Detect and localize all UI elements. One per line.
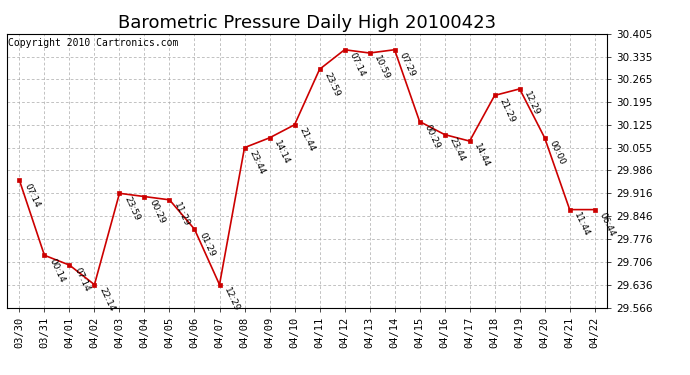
- Text: 21:29: 21:29: [497, 97, 516, 124]
- Text: Copyright 2010 Cartronics.com: Copyright 2010 Cartronics.com: [8, 38, 179, 48]
- Text: 07:14: 07:14: [22, 182, 41, 209]
- Text: 12:29: 12:29: [522, 90, 542, 117]
- Text: 06:44: 06:44: [598, 211, 616, 238]
- Text: 00:29: 00:29: [422, 123, 442, 150]
- Text: 07:14: 07:14: [72, 267, 91, 294]
- Text: 21:44: 21:44: [297, 126, 316, 153]
- Text: 14:44: 14:44: [473, 142, 491, 170]
- Text: 11:29: 11:29: [172, 201, 191, 228]
- Text: 23:59: 23:59: [322, 71, 342, 98]
- Text: 07:14: 07:14: [347, 51, 366, 78]
- Text: 11:44: 11:44: [573, 211, 591, 238]
- Title: Barometric Pressure Daily High 20100423: Barometric Pressure Daily High 20100423: [118, 14, 496, 32]
- Text: 00:29: 00:29: [147, 198, 166, 225]
- Text: 00:00: 00:00: [547, 139, 566, 166]
- Text: 23:44: 23:44: [247, 149, 266, 176]
- Text: 14:14: 14:14: [273, 139, 291, 166]
- Text: 23:44: 23:44: [447, 136, 466, 163]
- Text: 23:59: 23:59: [122, 195, 141, 222]
- Text: 01:29: 01:29: [197, 231, 216, 258]
- Text: 00:14: 00:14: [47, 256, 66, 284]
- Text: 07:29: 07:29: [397, 51, 416, 78]
- Text: 12:29: 12:29: [222, 286, 242, 313]
- Text: 22:14: 22:14: [97, 286, 116, 313]
- Text: 10:59: 10:59: [373, 54, 391, 82]
